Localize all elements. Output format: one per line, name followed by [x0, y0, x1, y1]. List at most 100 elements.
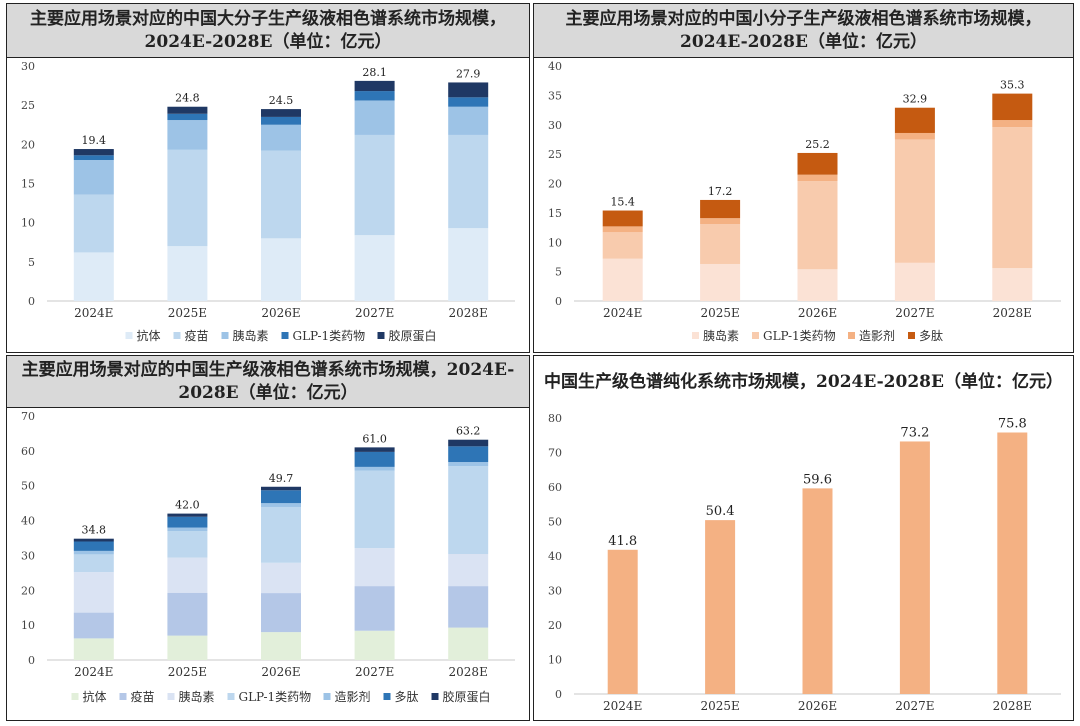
x-tick-label: 2024E [603, 699, 642, 713]
bar-segment [797, 152, 838, 175]
bar-segment [602, 232, 643, 259]
bar-segment [73, 538, 114, 542]
y-tick-label: 10 [548, 236, 562, 249]
y-tick-label: 60 [548, 481, 562, 494]
bar-segment [354, 91, 395, 101]
x-tick-label: 2024E [603, 306, 642, 320]
chart-total-lc: 0 10 20 30 40 50 60 70 34.8 2024E 42.0 2025E 49.7 202… [21, 410, 515, 704]
x-tick-label: 2027E [895, 306, 934, 320]
bar-segment [354, 100, 395, 135]
data-label: 34.8 [82, 524, 107, 537]
y-tick-label: 0 [28, 295, 35, 308]
data-label: 17.2 [708, 185, 733, 198]
bar-segment [997, 432, 1028, 694]
legend-label: GLP-1类药物 [239, 690, 312, 704]
bar-segment [448, 228, 489, 301]
y-tick-label: 20 [21, 584, 35, 597]
legend-swatch [848, 332, 855, 339]
data-label: 41.8 [608, 534, 637, 549]
y-tick-label: 0 [555, 295, 562, 308]
y-tick-label: 30 [21, 60, 35, 73]
bar-segment [261, 506, 301, 563]
y-tick-label: 70 [21, 410, 35, 423]
chart-title: 主要应用场景对应的中国生产级液相色谱系统市场规模，2024E-2028E（单位：… [7, 356, 529, 408]
bar-segment [354, 447, 395, 452]
bar-segment [167, 513, 208, 517]
chart-purification: 0 10 20 30 40 50 60 70 80 41.8 2024E 50.4 2025E 59.6 2… [548, 412, 1061, 713]
bar-segment [700, 263, 741, 301]
bar-segment [992, 127, 1033, 269]
bar-segment [73, 638, 114, 660]
bar-segment [73, 160, 114, 195]
bar-segment [261, 150, 301, 239]
x-tick-label: 2026E [798, 306, 837, 320]
legend-label: 胶原蛋白 [389, 328, 437, 343]
bar-segment [261, 486, 301, 491]
bar-segment [167, 516, 208, 528]
y-tick-label: 5 [555, 266, 562, 279]
bar-segment [167, 120, 208, 150]
x-tick-label: 2024E [74, 306, 113, 320]
y-tick-label: 10 [548, 654, 562, 667]
y-tick-label: 0 [28, 654, 35, 667]
bar-segment [448, 627, 489, 660]
legend-swatch [71, 693, 79, 700]
y-tick-label: 30 [21, 549, 35, 562]
bar-segment [602, 210, 643, 227]
bar-segment [448, 586, 489, 628]
bar-segment [894, 107, 935, 133]
bar-segment [354, 134, 395, 236]
y-tick-label: 10 [21, 217, 35, 230]
bar-segment [354, 586, 395, 631]
data-label: 19.4 [82, 134, 107, 147]
bar-segment [992, 120, 1033, 128]
bar-segment [354, 548, 395, 587]
bar-segment [448, 134, 489, 229]
bar-segment [700, 218, 741, 225]
bar-segment [167, 113, 208, 121]
legend-label: 抗体 [83, 689, 107, 704]
bar-segment [354, 470, 395, 549]
chart-title: 中国生产级色谱纯化系统市场规模，2024E-2028E（单位：亿元） [534, 356, 1073, 408]
y-tick-label: 40 [548, 60, 562, 73]
y-tick-label: 70 [548, 447, 562, 460]
legend-label: 胰岛素 [233, 328, 269, 343]
y-tick-label: 40 [548, 550, 562, 563]
bar-segment [167, 106, 208, 114]
bar-segment [700, 224, 741, 264]
data-label: 75.8 [998, 416, 1027, 431]
bar-segment [261, 503, 301, 507]
bar-segment [894, 132, 935, 140]
bar-segment [448, 82, 489, 98]
bar-segment [73, 554, 114, 573]
x-tick-label: 2026E [798, 699, 837, 713]
data-label: 42.0 [175, 499, 200, 512]
chart-title: 主要应用场景对应的中国小分子生产级液相色谱系统市场规模，2024E-2028E（… [534, 4, 1073, 58]
data-label: 24.8 [175, 92, 200, 105]
data-label: 15.4 [610, 196, 635, 209]
bar-segment [261, 124, 301, 151]
legend-label: 胶原蛋白 [443, 689, 491, 704]
y-tick-label: 20 [21, 138, 35, 151]
bar-segment [797, 174, 838, 182]
x-tick-label: 2028E [993, 306, 1032, 320]
y-tick-label: 50 [21, 480, 35, 493]
bar-segment [899, 441, 930, 694]
y-tick-label: 30 [548, 119, 562, 132]
y-tick-label: 80 [548, 412, 562, 425]
legend-label: 疫苗 [131, 689, 155, 704]
bar-segment [73, 155, 114, 160]
x-tick-label: 2027E [355, 665, 394, 679]
bar-segment [73, 541, 114, 551]
data-label: 61.0 [362, 432, 387, 445]
legend-label: 胰岛素 [179, 689, 215, 704]
bar-segment [354, 630, 395, 660]
legend-swatch [692, 332, 699, 339]
y-tick-label: 10 [21, 619, 35, 632]
bar-segment [992, 268, 1033, 301]
bar-segment [448, 439, 489, 447]
bar-segment [167, 635, 208, 660]
bar-segment [354, 80, 395, 92]
y-tick-label: 40 [21, 515, 35, 528]
bar-segment [797, 181, 838, 270]
